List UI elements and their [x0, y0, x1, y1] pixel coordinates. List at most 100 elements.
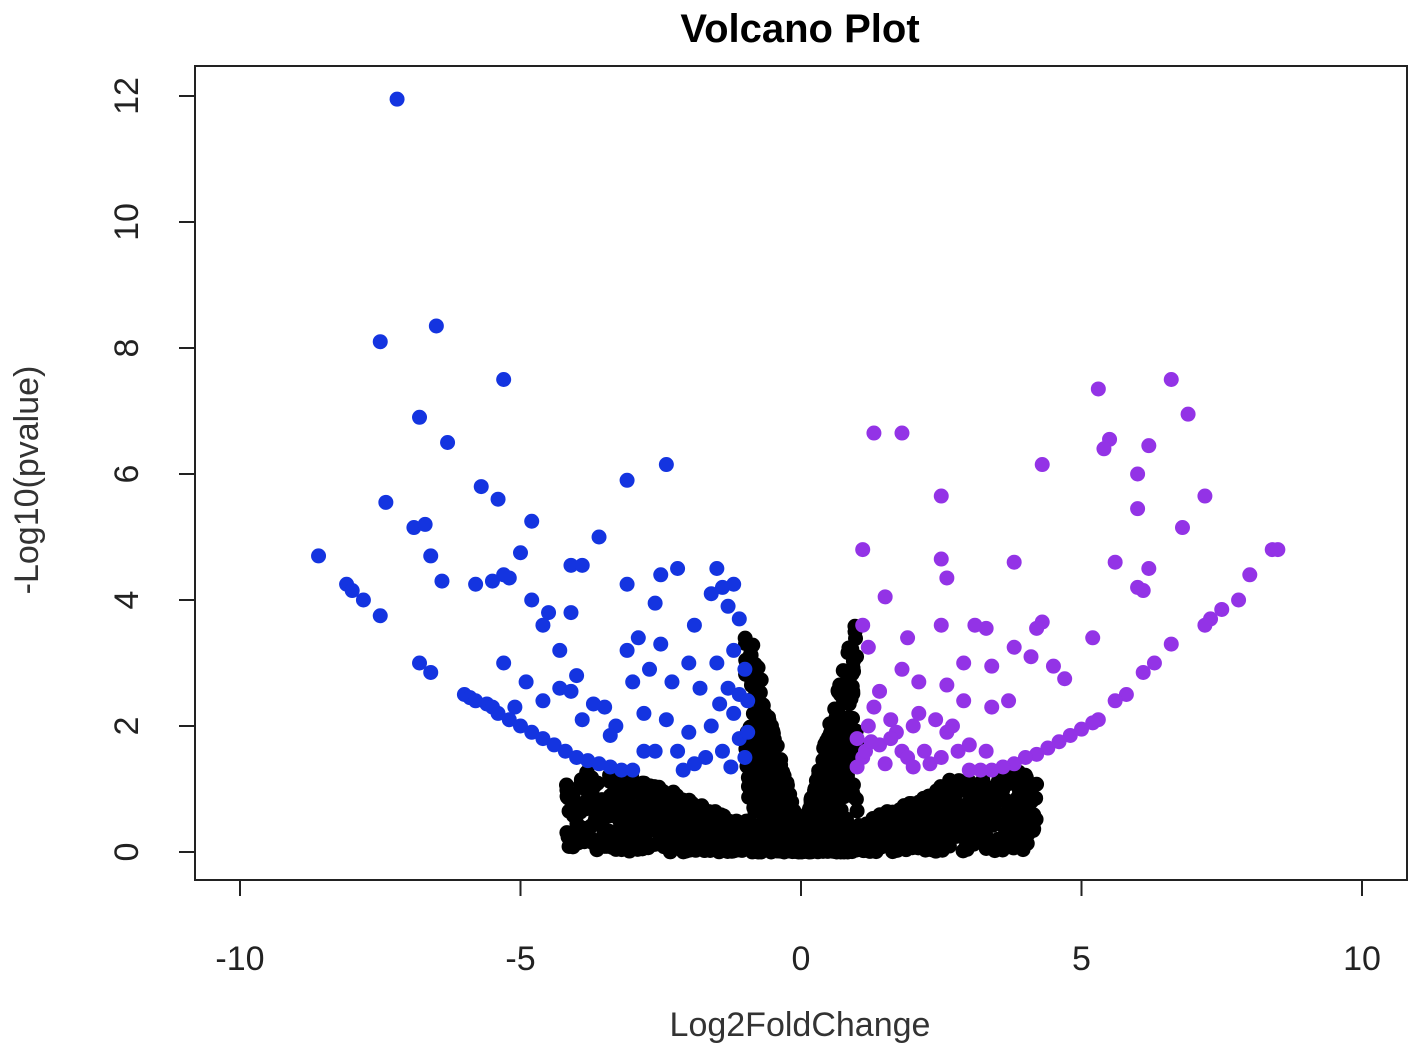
- point-down: [513, 718, 528, 734]
- point-ns: [740, 778, 756, 794]
- point-up: [984, 762, 1000, 778]
- point-down: [518, 674, 534, 690]
- point-down: [647, 743, 663, 759]
- point-up: [1074, 721, 1089, 737]
- y-tick-label: 10: [108, 203, 146, 241]
- point-down: [423, 664, 439, 680]
- point-down: [546, 737, 562, 753]
- point-down: [723, 759, 739, 775]
- point-up: [1130, 501, 1146, 517]
- point-ns: [832, 741, 848, 757]
- point-down: [507, 699, 523, 715]
- point-down: [658, 712, 674, 728]
- y-tick-label: 6: [108, 465, 146, 484]
- point-down: [681, 724, 697, 740]
- point-up: [863, 734, 879, 750]
- point-down: [355, 592, 371, 608]
- point-ns: [693, 819, 709, 835]
- point-ns: [679, 818, 695, 834]
- point-up: [1180, 406, 1196, 422]
- point-up: [1163, 372, 1179, 387]
- point-ns: [849, 803, 865, 819]
- point-ns: [839, 685, 855, 701]
- point-up: [1029, 620, 1045, 636]
- point-up: [933, 551, 949, 567]
- point-up: [1146, 655, 1162, 671]
- point-down: [311, 548, 327, 564]
- x-tick-label: -10: [215, 940, 264, 978]
- point-down: [625, 762, 641, 778]
- point-ns: [615, 822, 631, 838]
- point-down: [709, 655, 725, 671]
- point-ns: [785, 827, 801, 843]
- point-ns: [579, 764, 595, 780]
- point-down: [726, 705, 742, 721]
- point-ns: [649, 781, 665, 797]
- point-up: [1006, 554, 1022, 570]
- point-up: [939, 570, 955, 586]
- y-tick-label: 4: [108, 591, 146, 610]
- point-ns: [908, 828, 924, 844]
- point-ns: [776, 837, 792, 853]
- point-ns: [840, 672, 856, 688]
- point-down: [726, 642, 742, 658]
- point-up: [956, 693, 972, 709]
- point-up: [855, 542, 871, 558]
- chart-title: Volcano Plot: [680, 7, 919, 51]
- point-ns: [896, 809, 912, 825]
- point-down: [714, 743, 730, 759]
- point-down: [720, 680, 736, 696]
- point-up: [1096, 441, 1112, 457]
- point-ns: [815, 752, 831, 768]
- point-ns: [841, 640, 857, 656]
- point-up: [894, 661, 910, 677]
- point-down: [535, 693, 551, 709]
- point-ns: [971, 825, 987, 841]
- points-layer: [311, 91, 1286, 860]
- point-ns: [745, 637, 761, 653]
- point-up: [866, 425, 882, 441]
- point-down: [372, 334, 388, 350]
- point-ns: [612, 795, 628, 811]
- point-ns: [1026, 813, 1042, 829]
- y-tick-label: 8: [108, 339, 146, 358]
- point-down: [428, 318, 444, 334]
- point-down: [372, 608, 388, 624]
- point-down: [440, 435, 456, 450]
- point-ns: [910, 840, 926, 856]
- point-down: [619, 576, 635, 592]
- point-down: [524, 513, 540, 529]
- point-up: [1107, 693, 1123, 709]
- point-ns: [720, 843, 736, 859]
- point-ns: [921, 788, 937, 804]
- point-down: [630, 630, 646, 646]
- point-ns: [657, 828, 673, 844]
- point-down: [709, 561, 725, 576]
- point-ns: [927, 810, 943, 826]
- point-up: [1034, 457, 1050, 473]
- point-up: [1118, 687, 1134, 702]
- point-up: [1107, 554, 1123, 570]
- point-down: [740, 724, 756, 740]
- point-up: [866, 699, 882, 715]
- point-down: [647, 595, 663, 611]
- point-ns: [620, 839, 636, 855]
- point-ns: [1010, 808, 1026, 824]
- point-up: [860, 718, 876, 734]
- point-up: [933, 617, 949, 633]
- point-ns: [847, 838, 863, 854]
- point-ns: [1011, 787, 1027, 803]
- point-ns: [1017, 767, 1033, 783]
- y-tick-label: 12: [108, 77, 146, 115]
- point-up: [883, 712, 899, 728]
- plot-frame: [194, 65, 1408, 881]
- point-down: [501, 570, 517, 586]
- point-ns: [813, 841, 829, 857]
- point-up: [877, 589, 893, 605]
- point-ns: [991, 815, 1007, 831]
- y-axis: 0 2 4 6 8 10 12: [108, 77, 196, 861]
- point-up: [1141, 561, 1157, 576]
- point-ns: [775, 766, 791, 782]
- point-up: [933, 488, 949, 504]
